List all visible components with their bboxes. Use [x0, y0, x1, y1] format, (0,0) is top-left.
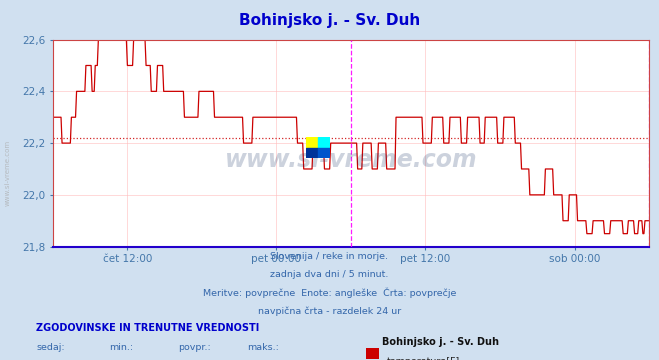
Text: www.si-vreme.com: www.si-vreme.com — [225, 148, 477, 172]
Text: ZGODOVINSKE IN TRENUTNE VREDNOSTI: ZGODOVINSKE IN TRENUTNE VREDNOSTI — [36, 323, 260, 333]
Text: Slovenija / reke in morje.: Slovenija / reke in morje. — [270, 252, 389, 261]
Text: povpr.:: povpr.: — [178, 343, 211, 352]
Text: zadnja dva dni / 5 minut.: zadnja dva dni / 5 minut. — [270, 270, 389, 279]
Text: www.si-vreme.com: www.si-vreme.com — [5, 140, 11, 206]
Text: min.:: min.: — [109, 343, 133, 352]
Text: Bohinjsko j. - Sv. Duh: Bohinjsko j. - Sv. Duh — [382, 337, 500, 347]
Text: navpična črta - razdelek 24 ur: navpična črta - razdelek 24 ur — [258, 306, 401, 315]
Text: temperatura[F]: temperatura[F] — [387, 357, 460, 360]
Bar — [318, 137, 330, 148]
Bar — [306, 137, 318, 148]
Text: maks.:: maks.: — [247, 343, 279, 352]
Text: sedaj:: sedaj: — [36, 343, 65, 352]
Bar — [306, 148, 318, 158]
Bar — [318, 148, 330, 158]
Text: Meritve: povprečne  Enote: angleške  Črta: povprečje: Meritve: povprečne Enote: angleške Črta:… — [203, 288, 456, 298]
Text: Bohinjsko j. - Sv. Duh: Bohinjsko j. - Sv. Duh — [239, 13, 420, 28]
